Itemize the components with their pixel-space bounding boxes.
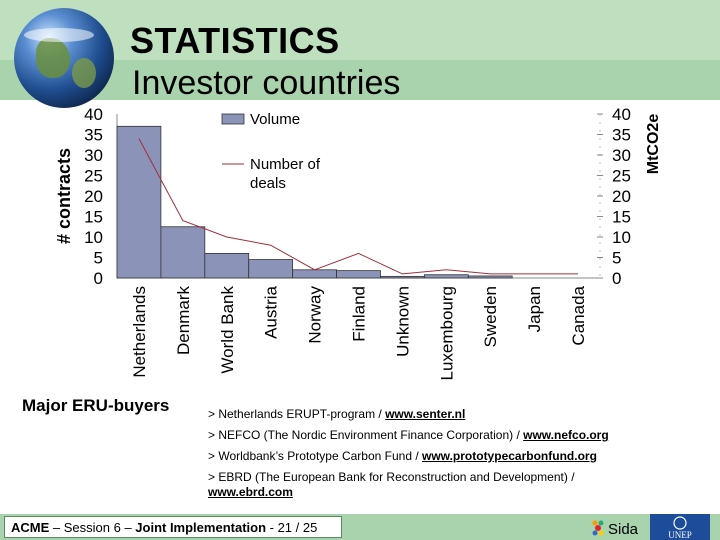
- y-axis-title: # contracts: [54, 148, 74, 244]
- bar: [292, 269, 337, 279]
- bar: [204, 252, 250, 279]
- sida-logo: Sida: [592, 520, 639, 538]
- footer-course: ACME: [11, 520, 50, 535]
- slide-subtitle: Investor countries: [132, 64, 401, 102]
- legend-label-volume: Volume: [250, 111, 300, 128]
- y2-tick-label: 0: [612, 269, 621, 288]
- legend-swatch-volume: [221, 113, 245, 125]
- y2-tick-label: 5: [612, 249, 621, 268]
- deals-line: [138, 138, 579, 275]
- y-tick-label: 0: [94, 269, 103, 288]
- y-tick-label: 10: [84, 228, 103, 247]
- buyers-list: > Netherlands ERUPT-program / www.senter…: [208, 404, 708, 500]
- footer-caption: ACME – Session 6 – Joint Implementation …: [4, 516, 342, 538]
- unep-logo: UNEP: [650, 514, 710, 540]
- y2-tick-label: 20: [612, 187, 631, 206]
- bar: [248, 259, 294, 279]
- bar: [467, 275, 513, 279]
- legend-label-deals-line2: deals: [250, 175, 286, 192]
- legend-label-deals: Number of: [250, 156, 321, 173]
- buyer-link-senter[interactable]: www.senter.nl: [385, 407, 466, 421]
- y-tick-label: 5: [94, 249, 103, 268]
- category-label: World Bank: [218, 286, 237, 374]
- y2-tick-label: 15: [612, 208, 631, 227]
- y2-tick-label: 10: [612, 228, 631, 247]
- y-tick-label: 35: [84, 126, 103, 145]
- category-label: Luxembourg: [437, 286, 456, 381]
- category-label: Netherlands: [130, 286, 149, 378]
- y-tick-label: 25: [84, 167, 103, 186]
- slide-title: STATISTICS: [130, 20, 340, 61]
- y-tick-label: 20: [84, 187, 103, 206]
- y2-tick-label: 35: [612, 126, 631, 145]
- category-label: Denmark: [174, 286, 193, 355]
- bar: [423, 274, 469, 279]
- bar: [336, 270, 381, 279]
- buyer-item: > NEFCO (The Nordic Environment Finance …: [208, 428, 609, 442]
- y2-tick-label: 40: [612, 105, 631, 124]
- category-label: Sweden: [481, 286, 500, 347]
- footer-session: – Session 6 –: [49, 520, 136, 535]
- y2-axis-title: MtCO2e: [645, 114, 662, 175]
- sida-logo-text: Sida: [608, 521, 639, 538]
- y-tick-label: 15: [84, 208, 103, 227]
- bar: [116, 125, 162, 279]
- bar: [380, 275, 425, 279]
- footer-page: - 21 / 25: [266, 520, 318, 535]
- category-label: Canada: [569, 285, 588, 345]
- footer-topic: Joint Implementation: [135, 520, 267, 535]
- category-label: Finland: [350, 286, 369, 342]
- header-band-lower: [0, 60, 720, 100]
- buyer-item: > Worldbank’s Prototype Carbon Fund / ww…: [208, 449, 597, 463]
- category-label: Japan: [525, 286, 544, 332]
- globe-icon: [14, 8, 114, 108]
- y2-tick-label: 25: [612, 167, 631, 186]
- y-tick-label: 40: [84, 105, 103, 124]
- y2-tick-label: 30: [612, 146, 631, 165]
- bar: [160, 226, 206, 279]
- y-tick-label: 30: [84, 146, 103, 165]
- buyers-label: Major ERU-buyers: [22, 396, 170, 415]
- category-label: Unknown: [393, 286, 412, 357]
- buyer-link-ebrd[interactable]: www.ebrd.com: [208, 485, 293, 499]
- category-label: Austria: [262, 285, 281, 338]
- unep-logo-text: UNEP: [668, 530, 692, 540]
- buyer-link-pcf[interactable]: www.prototypecarbonfund.org: [422, 449, 597, 463]
- buyer-item: > EBRD (The European Bank for Reconstruc…: [208, 470, 575, 499]
- buyer-link-nefco[interactable]: www.nefco.org: [523, 428, 609, 442]
- category-label: Norway: [306, 286, 325, 344]
- buyer-item: > Netherlands ERUPT-program / www.senter…: [208, 407, 466, 421]
